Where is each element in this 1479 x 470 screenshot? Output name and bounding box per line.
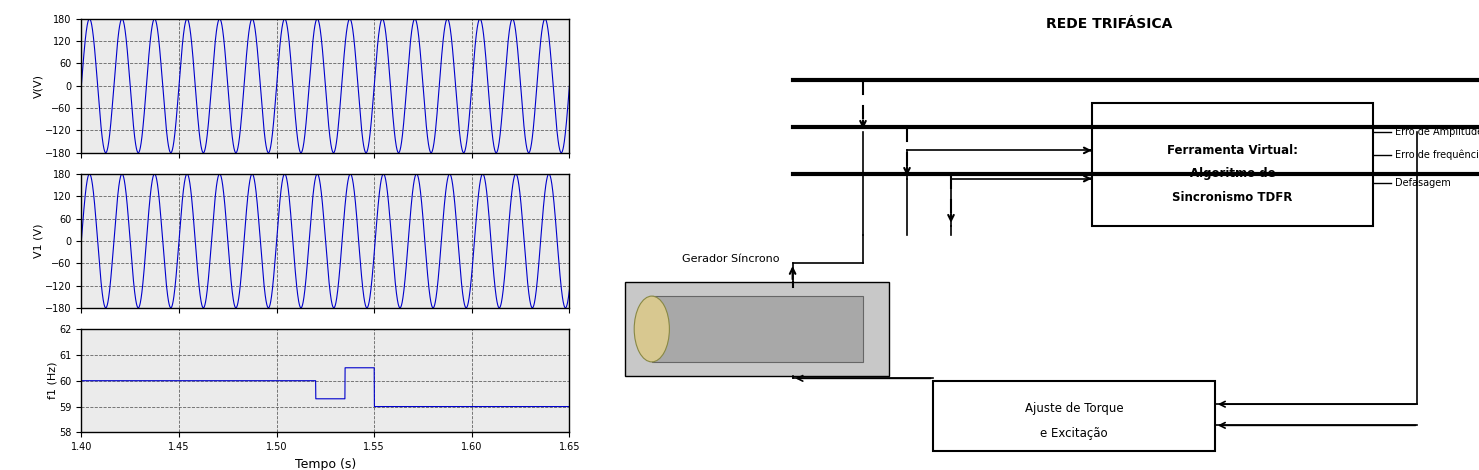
Ellipse shape: [634, 296, 670, 362]
Y-axis label: V(V): V(V): [34, 74, 43, 98]
Text: Erro de frequência: Erro de frequência: [1395, 150, 1479, 160]
Text: Sincronismo TDFR: Sincronismo TDFR: [1173, 191, 1293, 204]
Text: e Excitação: e Excitação: [1040, 427, 1108, 440]
Y-axis label: f1 (Hz): f1 (Hz): [47, 362, 58, 400]
Text: Ferramenta Virtual:: Ferramenta Virtual:: [1167, 144, 1299, 157]
Text: Erro de Amplitude: Erro de Amplitude: [1395, 126, 1479, 137]
Y-axis label: V1 (V): V1 (V): [34, 224, 43, 258]
Bar: [933, 381, 1214, 451]
Text: Gerador Síncrono: Gerador Síncrono: [682, 253, 779, 264]
Text: Algoritmo de: Algoritmo de: [1189, 167, 1275, 180]
Text: REDE TRIFÁSICA: REDE TRIFÁSICA: [1046, 16, 1173, 31]
Bar: [626, 282, 889, 376]
Bar: [652, 296, 864, 362]
Text: Defasagem: Defasagem: [1395, 178, 1451, 188]
Text: Ajuste de Torque: Ajuste de Torque: [1025, 402, 1124, 415]
X-axis label: Tempo (s): Tempo (s): [294, 458, 356, 470]
Bar: [1092, 103, 1374, 226]
